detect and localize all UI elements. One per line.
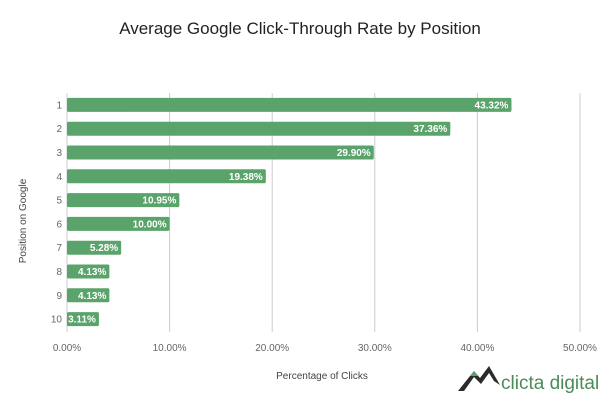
bar [67,288,110,303]
x-tick-label: 0.00% [53,343,81,354]
data-label: 37.36% [413,124,447,135]
x-tick-label: 30.00% [358,343,392,354]
y-axis-ticks: 1 2 3 4 5 6 7 8 9 10 [51,100,63,325]
data-label: 29.90% [337,148,371,159]
bar [67,264,110,279]
y-tick-label: 5 [56,196,62,207]
data-label: 5.28% [90,243,118,254]
y-tick-label: 9 [56,291,62,302]
data-label: 4.13% [78,267,106,278]
bar [67,145,374,160]
x-tick-label: 40.00% [460,343,494,354]
x-axis-ticks: 0.00% 10.00% 20.00% 30.00% 40.00% 50.00% [53,343,597,354]
data-label: 10.95% [142,196,176,207]
y-tick-label: 7 [56,243,62,254]
data-label: 3.11% [68,315,96,326]
y-tick-label: 6 [56,219,62,230]
chart-title: Average Google Click-Through Rate by Pos… [119,19,481,38]
bar [67,240,122,255]
bar [67,169,266,184]
bar [67,97,512,112]
bar [67,121,451,136]
logo-text: clicta digital [501,373,599,394]
data-label: 43.32% [475,100,509,111]
mountain-icon [458,366,500,391]
x-tick-label: 50.00% [563,343,597,354]
data-label: 10.00% [133,219,167,230]
x-tick-label: 10.00% [153,343,187,354]
bar [67,216,170,231]
y-tick-label: 10 [51,315,63,326]
y-tick-label: 2 [56,124,62,135]
bar [67,312,99,327]
y-tick-label: 4 [56,172,62,183]
y-tick-label: 8 [56,267,62,278]
x-tick-label: 20.00% [255,343,289,354]
bars: 43.32% 37.36% 29.90% 19.38% 10.95% 10.00% 5.28… [67,97,512,327]
clicta-logo: clicta digital [458,366,599,394]
y-tick-label: 3 [56,148,62,159]
y-tick-label: 1 [56,100,62,111]
data-label: 19.38% [229,172,263,183]
x-axis-title: Percentage of Clicks [276,371,368,382]
data-label: 4.13% [78,291,106,302]
y-axis-title: Position on Google [18,178,29,263]
bar [67,193,180,208]
